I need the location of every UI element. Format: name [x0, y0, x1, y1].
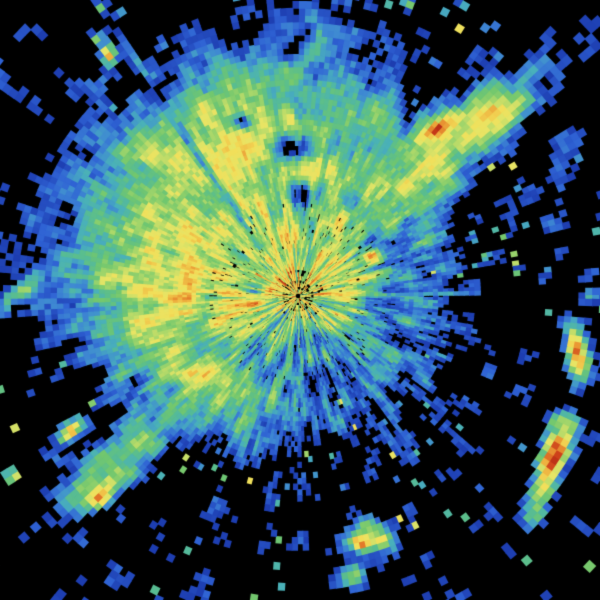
radar-ppi-canvas [0, 0, 600, 600]
radar-display [0, 0, 600, 600]
